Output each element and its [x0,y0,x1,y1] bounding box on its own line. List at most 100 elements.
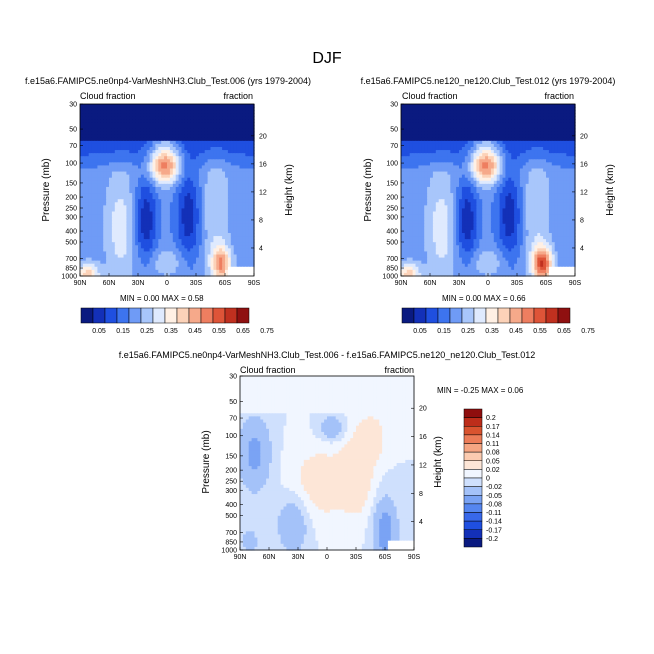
contour-cell [117,211,122,216]
contour-cell [435,122,440,127]
contour-cell [522,119,527,124]
contour-cell [106,239,110,243]
contour-cell [198,199,203,203]
contour-cell [245,113,249,117]
contour-cell [528,177,533,182]
contour-cell [230,125,235,130]
contour-cell [412,104,417,108]
contour-cell [424,162,428,167]
contour-cell [94,143,98,148]
contour-cell [175,214,180,219]
contour-cell [88,180,93,185]
contour-cell [164,199,168,203]
contour-cell [106,153,110,157]
contour-cell [230,177,235,182]
contour-cell [129,153,133,157]
contour-cell [80,190,84,194]
contour-cell [213,233,217,237]
contour-cell [227,110,232,114]
contour-cell [198,119,203,124]
contour-cell [103,233,107,237]
contour-cell [100,119,104,124]
contour-cell [143,217,148,222]
contour-cell [482,107,486,111]
contour-cell [447,177,451,182]
contour-cell [169,128,174,133]
contour-cell [111,110,116,114]
contour-cell [476,150,480,154]
contour-cell [149,220,154,225]
contour-cell [409,122,414,127]
contour-cell [210,254,214,259]
contour-cell [540,153,544,157]
contour-cell [146,263,151,268]
contour-cell [114,134,119,139]
contour-cell [111,226,116,231]
contour-cell [190,233,194,237]
contour-cell [106,196,110,200]
contour-cell [213,208,217,213]
contour-cell [120,248,125,253]
contour-cell [181,196,185,200]
contour-cell [444,174,448,179]
contour-cell [149,260,154,265]
contour-cell [129,168,133,173]
contour-cell [502,110,506,114]
contour-cell [149,183,154,188]
contour-cell [508,165,512,170]
contour-cell [251,199,255,203]
contour-cell [109,186,113,191]
contour-cell [152,245,156,249]
contour-cell [123,236,127,240]
contour-cell [406,174,411,179]
contour-cell [140,263,145,268]
contour-cell [196,269,200,274]
contour-cell [447,180,451,185]
contour-cell [97,150,101,154]
contour-cell [129,260,133,265]
contour-cell [175,190,180,194]
contour-cell [135,202,139,206]
contour-cell [543,116,547,120]
contour-cell [227,140,232,145]
contour-cell [540,128,544,133]
contour-cell [222,236,226,240]
contour-cell [534,165,538,170]
contour-cell [216,211,220,216]
contour-cell [143,263,148,268]
contour-cell [172,119,177,124]
contour-cell [242,122,246,127]
contour-cell [210,193,214,197]
contour-cell [435,125,440,130]
contour-cell [546,165,550,170]
contour-cell [85,272,90,277]
contour-cell [219,137,223,142]
contour-cell [531,156,535,160]
contour-cell [152,193,156,197]
contour-cell [109,134,113,139]
contour-cell [158,248,162,253]
contour-cell [207,236,212,240]
contour-cell [164,104,168,108]
colorbar-box [236,307,250,324]
contour-cell [135,233,139,237]
contour-cell [245,128,249,133]
contour-cell [505,168,509,173]
contour-cell [178,266,183,271]
contour-cell [560,156,564,160]
contour-cell [528,113,533,117]
contour-cell [479,116,483,120]
contour-cell [222,257,226,262]
contour-cell [248,107,252,111]
contour-cell [155,251,159,256]
contour-cell [187,174,191,179]
contour-cell [158,150,162,154]
contour-cell [479,162,483,167]
contour-cell [117,217,122,222]
contour-cell [548,110,553,114]
contour-cell [85,202,90,206]
contour-cell [519,104,524,108]
contour-cell [126,229,130,234]
contour-cell [245,134,249,139]
contour-cell [198,116,203,120]
